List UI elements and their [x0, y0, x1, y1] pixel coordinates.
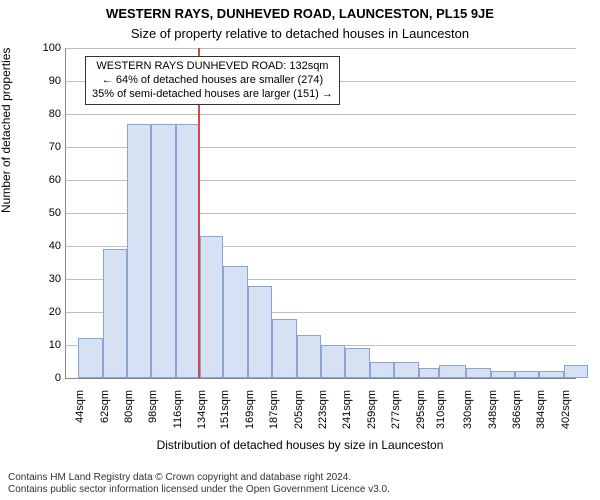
y-tick-label: 90	[31, 75, 61, 87]
histogram-bar	[491, 371, 515, 378]
histogram-bar	[297, 335, 321, 378]
chart-title-main: WESTERN RAYS, DUNHEVED ROAD, LAUNCESTON,…	[0, 6, 600, 21]
histogram-bar	[564, 365, 588, 378]
x-tick-label: 98sqm	[147, 390, 159, 450]
x-tick-label: 223sqm	[317, 390, 329, 450]
x-tick-label: 62sqm	[99, 390, 111, 450]
x-tick-label: 205sqm	[293, 390, 305, 450]
annotation-line: WESTERN RAYS DUNHEVED ROAD: 132sqm	[92, 60, 333, 74]
histogram-bar	[272, 319, 296, 378]
histogram-bar	[370, 362, 394, 379]
gridline	[66, 114, 576, 115]
chart-title-sub: Size of property relative to detached ho…	[0, 26, 600, 41]
x-tick-label: 259sqm	[366, 390, 378, 450]
x-tick-label: 277sqm	[390, 390, 402, 450]
y-tick-label: 80	[31, 108, 61, 120]
histogram-bar	[345, 348, 369, 378]
x-tick-label: 348sqm	[487, 390, 499, 450]
y-tick-label: 100	[31, 42, 61, 54]
x-tick-label: 384sqm	[535, 390, 547, 450]
y-tick-label: 40	[31, 240, 61, 252]
x-tick-label: 44sqm	[74, 390, 86, 450]
histogram-bar	[103, 249, 127, 378]
y-tick-label: 50	[31, 207, 61, 219]
x-tick-label: 366sqm	[511, 390, 523, 450]
histogram-bar	[321, 345, 345, 378]
y-tick-label: 70	[31, 141, 61, 153]
x-tick-label: 116sqm	[172, 390, 184, 450]
x-tick-label: 310sqm	[435, 390, 447, 450]
y-tick-label: 60	[31, 174, 61, 186]
histogram-bar	[394, 362, 418, 379]
y-tick-label: 10	[31, 339, 61, 351]
footer-line: Contains HM Land Registry data © Crown c…	[8, 472, 390, 484]
histogram-bar	[200, 236, 223, 378]
x-tick-label: 187sqm	[268, 390, 280, 450]
histogram-bar	[515, 371, 539, 378]
x-tick-label: 80sqm	[123, 390, 135, 450]
footer-line: Contains public sector information licen…	[8, 484, 390, 496]
x-tick-label: 402sqm	[560, 390, 572, 450]
histogram-bar	[466, 368, 490, 378]
histogram-bar	[439, 365, 466, 378]
x-tick-label: 134sqm	[196, 390, 208, 450]
x-tick-label: 169sqm	[244, 390, 256, 450]
histogram-bar	[419, 368, 439, 378]
x-tick-label: 295sqm	[415, 390, 427, 450]
annotation-box: WESTERN RAYS DUNHEVED ROAD: 132sqm← 64% …	[85, 56, 340, 105]
y-tick-label: 0	[31, 372, 61, 384]
y-axis-label: Number of detached properties	[0, 48, 13, 213]
x-tick-label: 241sqm	[341, 390, 353, 450]
y-tick-label: 20	[31, 306, 61, 318]
histogram-bar	[248, 286, 272, 378]
histogram-bar	[151, 124, 175, 378]
histogram-bar	[223, 266, 247, 378]
x-tick-label: 330sqm	[462, 390, 474, 450]
histogram-bar	[127, 124, 151, 378]
histogram-bar	[539, 371, 563, 378]
x-tick-label: 151sqm	[219, 390, 231, 450]
y-tick-label: 30	[31, 273, 61, 285]
footer-attribution: Contains HM Land Registry data © Crown c…	[8, 472, 390, 496]
gridline	[66, 48, 576, 49]
annotation-line: 35% of semi-detached houses are larger (…	[92, 88, 333, 102]
annotation-line: ← 64% of detached houses are smaller (27…	[92, 74, 333, 88]
histogram-bar	[78, 338, 102, 378]
